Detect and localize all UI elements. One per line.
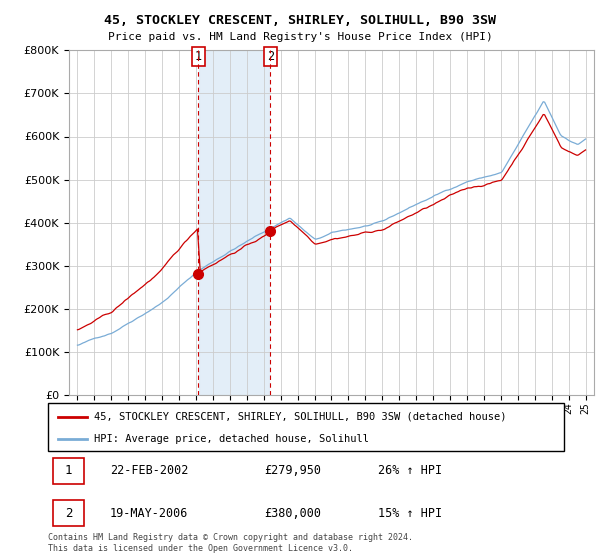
Text: HPI: Average price, detached house, Solihull: HPI: Average price, detached house, Soli…: [94, 434, 370, 444]
Text: 22-FEB-2002: 22-FEB-2002: [110, 464, 188, 478]
Text: 1: 1: [195, 50, 202, 63]
Text: 45, STOCKLEY CRESCENT, SHIRLEY, SOLIHULL, B90 3SW (detached house): 45, STOCKLEY CRESCENT, SHIRLEY, SOLIHULL…: [94, 412, 507, 422]
Text: £279,950: £279,950: [265, 464, 322, 478]
Text: Contains HM Land Registry data © Crown copyright and database right 2024.
This d: Contains HM Land Registry data © Crown c…: [48, 533, 413, 553]
Text: 19-MAY-2006: 19-MAY-2006: [110, 507, 188, 520]
Text: 45, STOCKLEY CRESCENT, SHIRLEY, SOLIHULL, B90 3SW: 45, STOCKLEY CRESCENT, SHIRLEY, SOLIHULL…: [104, 14, 496, 27]
Text: 1: 1: [65, 464, 73, 478]
Text: 2: 2: [65, 507, 73, 520]
Text: 15% ↑ HPI: 15% ↑ HPI: [378, 507, 442, 520]
FancyBboxPatch shape: [53, 500, 84, 526]
FancyBboxPatch shape: [53, 458, 84, 484]
Text: 26% ↑ HPI: 26% ↑ HPI: [378, 464, 442, 478]
Text: £380,000: £380,000: [265, 507, 322, 520]
Text: Price paid vs. HM Land Registry's House Price Index (HPI): Price paid vs. HM Land Registry's House …: [107, 32, 493, 43]
Text: 2: 2: [266, 50, 274, 63]
